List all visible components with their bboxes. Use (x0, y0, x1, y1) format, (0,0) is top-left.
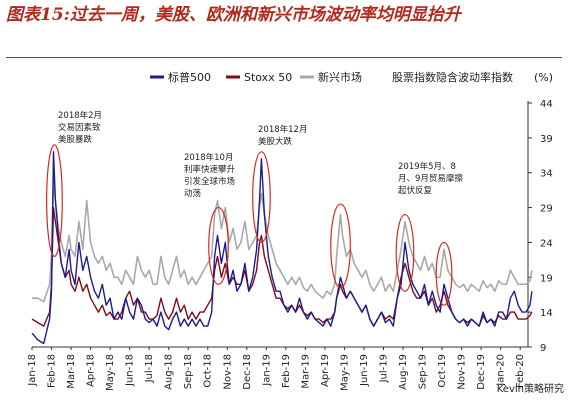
series-line-stoxx50 (31, 206, 533, 327)
x-tick-label: Jul-19 (378, 354, 389, 383)
annotation-text: 引发全球市场 (184, 176, 235, 187)
x-tick-label: Jan-20 (496, 354, 507, 387)
x-tick-label: Mar-19 (300, 354, 311, 389)
y-tick-label: 34 (540, 169, 553, 180)
highlight-ellipse (252, 151, 271, 244)
title-rule (6, 57, 562, 58)
x-tick-label: Aug-18 (164, 354, 175, 390)
x-tick-label: Jan-18 (27, 354, 38, 387)
x-tick-label: Dec-18 (242, 354, 253, 390)
y-tick-label: 44 (540, 99, 553, 110)
y-axis-unit: (%) (534, 71, 553, 84)
watermark: Kevin策略研究 (497, 382, 564, 395)
x-tick-label: Apr-18 (86, 354, 97, 387)
legend-note: 股票指数隐含波动率指数 (392, 70, 513, 84)
x-tick-label: Nov-19 (457, 354, 468, 390)
x-tick-label: Dec-19 (476, 354, 487, 390)
y-tick-label: 14 (540, 308, 553, 319)
highlight-ellipse (208, 206, 229, 285)
legend-label-sp500: 标普500 (168, 70, 211, 84)
series-line-em (32, 178, 533, 303)
x-tick-label: Feb-19 (281, 354, 292, 388)
x-tick-label: May-18 (105, 354, 116, 391)
y-tick-label: 39 (540, 134, 553, 145)
legend-label-stoxx50: Stoxx 50 (244, 71, 292, 84)
annotation-text: 美股暴跌 (58, 134, 93, 145)
x-tick-label: Nov-18 (222, 354, 233, 390)
x-tick-label: May-19 (339, 354, 350, 391)
highlight-ellipse (395, 213, 415, 292)
annotation-text: 美股大跌 (258, 136, 293, 147)
legend-label-em: 新兴市场 (318, 70, 362, 84)
chart-title: 图表15:过去一周，美股、欧洲和新兴市场波动率均明显抬升 (6, 5, 461, 25)
highlight-ellipse (46, 144, 63, 257)
annotation-text: 动荡 (184, 188, 202, 199)
highlight-ellipse (435, 241, 453, 306)
annotation-text: 2019年5月、8 (398, 161, 456, 172)
x-tick-label: Sep-18 (183, 354, 194, 389)
x-tick-label: Feb-18 (47, 354, 58, 388)
y-tick-label: 19 (540, 273, 553, 284)
x-tick-label: Aug-19 (398, 354, 409, 390)
x-tick-label: Oct-19 (437, 354, 448, 388)
y-tick-label: 29 (540, 204, 553, 215)
x-tick-label: Jan-19 (261, 354, 272, 387)
x-tick-label: Jun-18 (125, 354, 136, 387)
annotation-text: 交易因素致 (58, 122, 101, 133)
annotation-text: 2018年2月 (58, 110, 102, 121)
x-tick-label: Sep-19 (418, 354, 429, 389)
series-line-sp500 (31, 151, 533, 345)
x-tick-label: Jun-19 (359, 354, 370, 387)
x-tick-label: Mar-18 (66, 354, 77, 389)
highlight-ellipse (330, 203, 351, 289)
annotation-text: 月、9月贸易摩擦 (398, 173, 463, 184)
annotation-text: 起伏反复 (398, 185, 433, 196)
x-tick-label: Apr-19 (320, 354, 331, 387)
x-tick-label: Feb-20 (515, 354, 526, 388)
y-tick-label: 9 (540, 343, 546, 354)
x-tick-label: Oct-18 (203, 354, 214, 388)
x-tick-label: Jul-18 (144, 354, 155, 383)
annotation-text: 利率快速攀升 (184, 164, 236, 175)
annotation-text: 2018年10月 (184, 152, 233, 163)
y-tick-label: 24 (540, 238, 553, 249)
annotation-text: 2018年12月 (258, 124, 307, 135)
